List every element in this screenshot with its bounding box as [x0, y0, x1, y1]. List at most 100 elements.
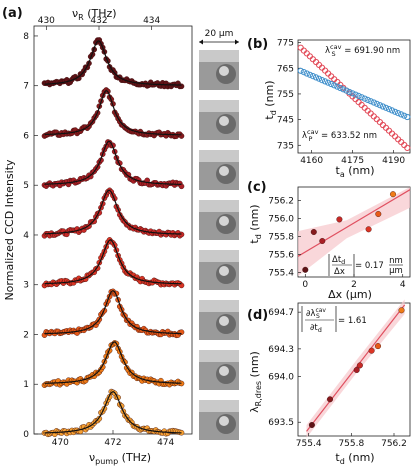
panel-c-ticks: 0 2 4 755.4 755.6 755.8 756.0 756.2	[268, 197, 406, 291]
panel-b: (b) td (nm) ta (nm) 4160 4175 4190 735 745 75…	[247, 37, 411, 179]
panel-b-point	[352, 91, 359, 98]
strip-images	[199, 50, 239, 440]
panel-b-point	[331, 82, 338, 89]
panel-a-top-xtick-label: 432	[90, 16, 107, 26]
panel-d-annotation: ∂λcav S ∂td = 1.61	[301, 306, 367, 334]
strip-image-band	[199, 400, 239, 412]
panel-a-label: (a)	[2, 6, 23, 21]
panel-d-ann-den: ∂td	[310, 323, 322, 334]
panel-c-point	[375, 210, 382, 217]
panel-d: (d) λR,dres (nm) td (nm) 755.4 755.8 756.2…	[247, 299, 411, 466]
strip-image-band	[199, 150, 239, 162]
panel-b-point	[300, 69, 307, 76]
panel-c-ann-value: = 0.17	[355, 261, 384, 271]
panel-b-ytick-label: 765	[277, 64, 294, 74]
panel-c-point	[302, 266, 309, 273]
strip-image-highlight	[219, 216, 229, 226]
panel-b-point	[297, 44, 304, 51]
panel-a-xtick-label: 472	[104, 438, 121, 448]
scale-bar-arrows	[199, 39, 239, 45]
panel-a-ytick-label: 2	[23, 330, 29, 340]
panel-b-point	[346, 88, 353, 96]
panel-a-ytick-label: 6	[23, 131, 29, 141]
panel-b-point	[315, 75, 323, 82]
panel-c-ann-unit-num: nm	[389, 256, 403, 266]
panel-d-ytick-label: 694.0	[268, 372, 294, 382]
panel-b-point	[364, 96, 371, 104]
panel-a-xtick-label: 470	[52, 438, 69, 448]
panel-a-xlabel: νpump (THz)	[89, 451, 151, 466]
panel-b-point	[361, 104, 368, 111]
panel-b-point	[401, 141, 408, 149]
panel-b-point	[401, 112, 408, 119]
panel-a-fit-line	[44, 290, 182, 335]
panel-d-ann-num: ∂λcav S	[306, 307, 326, 320]
panel-d-ylabel: λR,dres (nm)	[248, 351, 263, 413]
panel-c-point	[390, 191, 397, 198]
panel-a-top-xlabel: νR (THz)	[72, 7, 117, 22]
panel-b-point	[309, 73, 316, 80]
strip-image-highlight	[219, 116, 229, 126]
panel-b-point	[367, 98, 374, 105]
panel-a-top-xtick-label: 430	[38, 16, 55, 26]
panel-c-annotation: Δtd Δx = 0.17 nm μm	[328, 254, 403, 277]
panel-b-point	[312, 74, 320, 81]
panel-b-point	[337, 84, 344, 92]
panel-a-top-xtick-label: 434	[143, 16, 160, 26]
panel-c-point	[310, 228, 317, 235]
panel-b-point	[392, 108, 399, 115]
panel-c-point	[365, 226, 372, 233]
strip-image-band	[199, 300, 239, 312]
panel-b-ytick-label: 755	[277, 90, 294, 100]
panel-b-point	[404, 113, 411, 121]
panel-c-label: (c)	[247, 180, 267, 195]
panel-a-ytick-label: 1	[23, 380, 29, 390]
panel-b-ylabel: td (nm)	[263, 80, 278, 119]
strip-image-highlight	[219, 316, 229, 326]
panel-a-fit-line	[44, 90, 182, 136]
panel-c-ytick-label: 756.2	[268, 197, 294, 207]
panel-a-ytick-label: 4	[23, 231, 29, 241]
panel-d-ytick-label: 693.5	[268, 418, 294, 428]
panel-d-ytick-label: 694.3	[268, 345, 294, 355]
panel-c-confidence-band	[298, 187, 410, 277]
microscope-image-strip: 20 μm	[199, 29, 239, 440]
panel-b-point	[303, 70, 310, 77]
strip-image-highlight	[219, 366, 229, 376]
panel-d-label: (d)	[247, 308, 268, 323]
panel-d-data	[306, 299, 406, 438]
panel-a-fit-line	[44, 40, 182, 86]
panel-b-point	[358, 94, 365, 101]
panel-d-xtick-label: 755.8	[338, 439, 364, 449]
strip-image-highlight	[219, 66, 229, 76]
panel-a: (a) νR (THz) Normalized CCD Intensity νp…	[2, 6, 193, 466]
panel-a-ytick-label: 3	[23, 281, 29, 291]
panel-d-xtick-label: 755.4	[296, 439, 322, 449]
panel-a-ytick-label: 8	[23, 32, 29, 42]
panel-b-point	[318, 77, 326, 84]
panel-c: (c) td (nm) Δx (μm) 0 2 4 755.4 755.6 755.8 75…	[247, 180, 411, 301]
panel-b-xtick-label: 4190	[382, 156, 405, 166]
panel-b-ytick-label: 775	[277, 39, 294, 49]
strip-image-band	[199, 350, 239, 362]
panel-d-point	[353, 367, 360, 374]
panel-b-ytick-label: 735	[277, 141, 294, 151]
panel-b-point	[385, 127, 393, 134]
panel-b-point	[395, 110, 402, 117]
panel-b-point	[328, 80, 335, 88]
panel-b-point	[370, 99, 377, 106]
panel-b-xtick-label: 4175	[341, 156, 364, 166]
panel-b-xtick-label: 4160	[300, 156, 323, 166]
strip-image-band	[199, 250, 239, 262]
panel-a-xtick-label: 474	[157, 438, 174, 448]
strip-image-band	[199, 50, 239, 62]
panel-c-ylabel: td (nm)	[248, 204, 263, 243]
panel-b-point	[340, 86, 347, 93]
strip-image-band	[199, 100, 239, 112]
panel-c-fit-line	[297, 189, 411, 257]
panel-d-point	[356, 362, 363, 369]
panel-c-ann-num: Δtd	[332, 255, 345, 266]
panel-b-point	[334, 83, 341, 90]
panel-d-ticks: 755.4 755.8 756.2 693.5 694.0 694.3 694.7	[268, 308, 407, 449]
panel-c-xtick-label: 2	[351, 280, 357, 290]
